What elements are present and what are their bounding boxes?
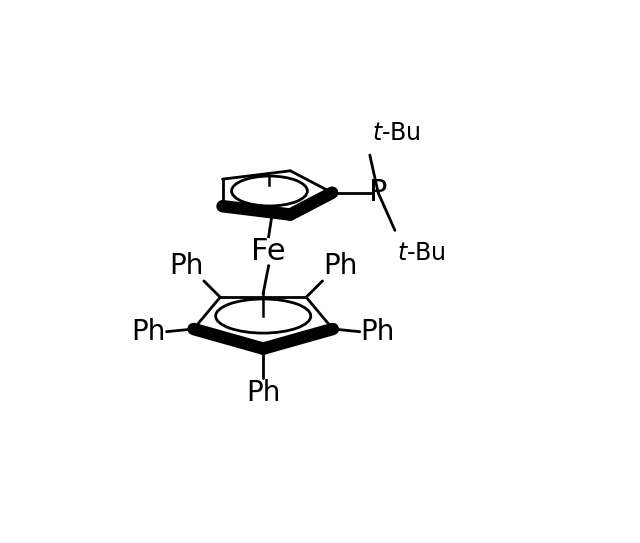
Text: Ph: Ph bbox=[323, 252, 357, 280]
Text: Ph: Ph bbox=[169, 252, 204, 280]
Text: P: P bbox=[369, 178, 387, 207]
Text: $\mathit{t}$-Bu: $\mathit{t}$-Bu bbox=[372, 121, 420, 144]
Text: Ph: Ph bbox=[131, 318, 166, 346]
Text: $\mathit{t}$-Bu: $\mathit{t}$-Bu bbox=[397, 241, 446, 265]
Text: Ph: Ph bbox=[246, 379, 280, 407]
Text: Fe: Fe bbox=[252, 237, 286, 266]
Text: Ph: Ph bbox=[361, 318, 395, 346]
